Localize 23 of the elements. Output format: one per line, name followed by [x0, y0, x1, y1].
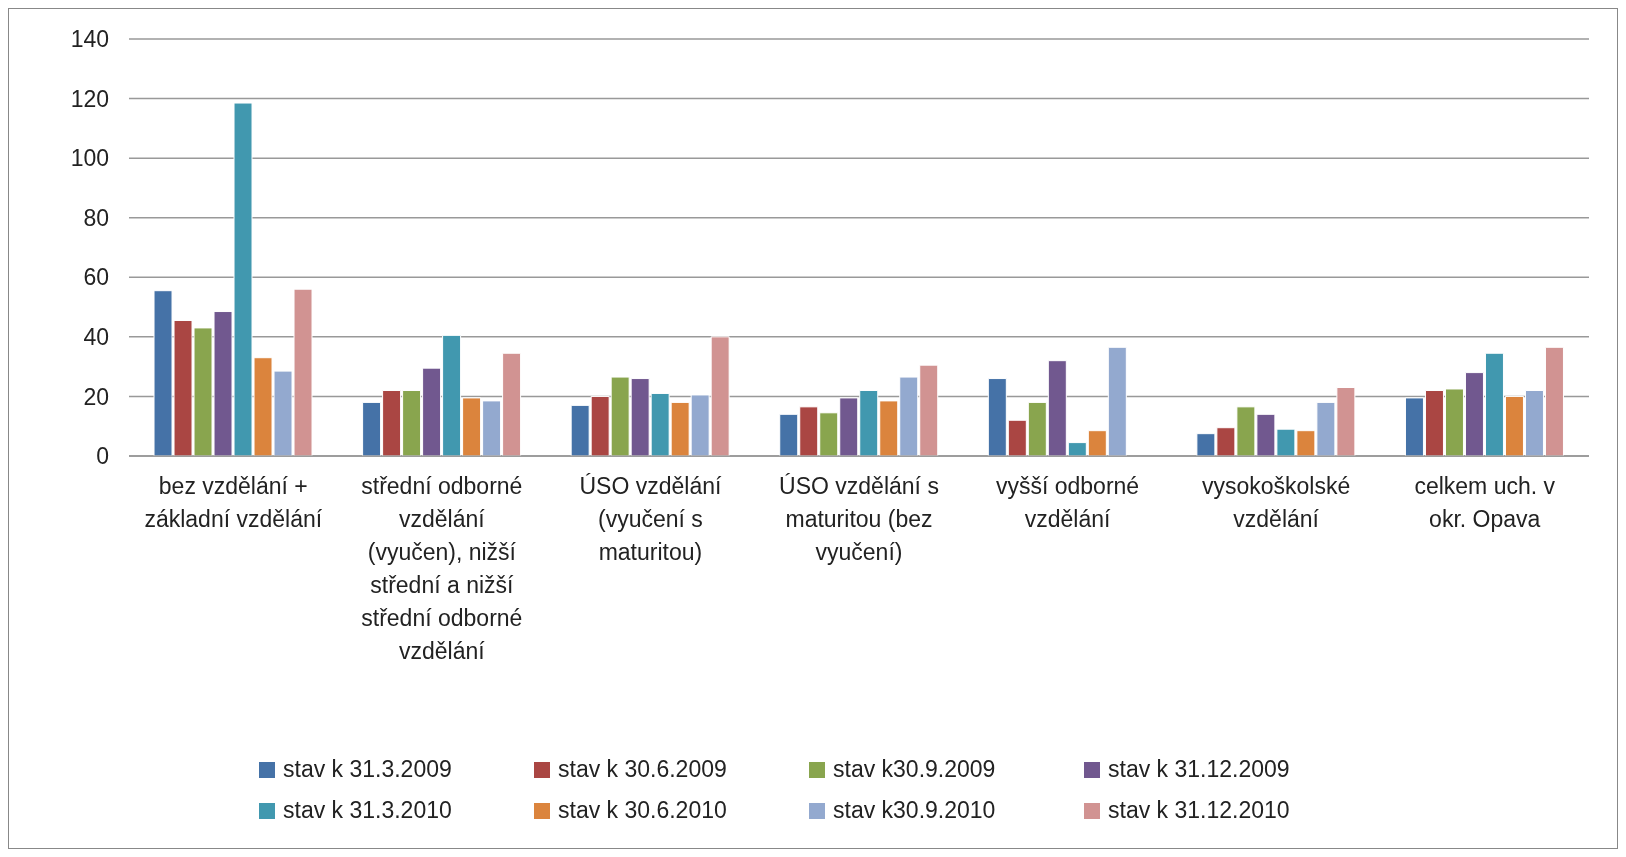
x-tick-label: ÚSO vzdělání s maturitou (bez vyučení) [779, 473, 939, 565]
legend-label: stav k 30.6.2009 [558, 756, 727, 783]
legend-label: stav k 30.6.2010 [558, 797, 727, 824]
y-tick-label: 120 [70, 85, 109, 112]
y-tick-label: 60 [83, 264, 109, 291]
legend-label: stav k 31.3.2009 [283, 756, 452, 783]
legend-label: stav k30.9.2010 [833, 797, 996, 824]
x-tick-label: celkem uch. v okr. Opava [1414, 473, 1556, 532]
x-tick-label: ÚSO vzdělání (vyučení s maturitou) [579, 473, 722, 565]
y-tick-label: 80 [83, 204, 109, 231]
x-tick-label: vysokoškolské vzdělání [1202, 473, 1351, 532]
y-tick-label: 20 [83, 383, 109, 410]
x-tick-label: vyšší odborné vzdělání [995, 473, 1140, 532]
y-tick-label: 0 [96, 443, 109, 470]
y-tick-label: 140 [70, 26, 109, 53]
legend-label: stav k 31.3.2010 [283, 797, 452, 824]
y-tick-label: 40 [83, 324, 109, 351]
legend-label: stav k 31.12.2010 [1108, 797, 1290, 824]
legend-label: stav k30.9.2009 [833, 756, 996, 783]
x-tick-label: bez vzdělání + základní vzdělání [144, 473, 323, 532]
legend-label: stav k 31.12.2009 [1108, 756, 1290, 783]
x-tick-label: střední odborné vzdělání (vyučen), nižší střední a nižší střední odborné vzdělání [361, 473, 523, 664]
y-tick-label: 100 [70, 145, 109, 172]
